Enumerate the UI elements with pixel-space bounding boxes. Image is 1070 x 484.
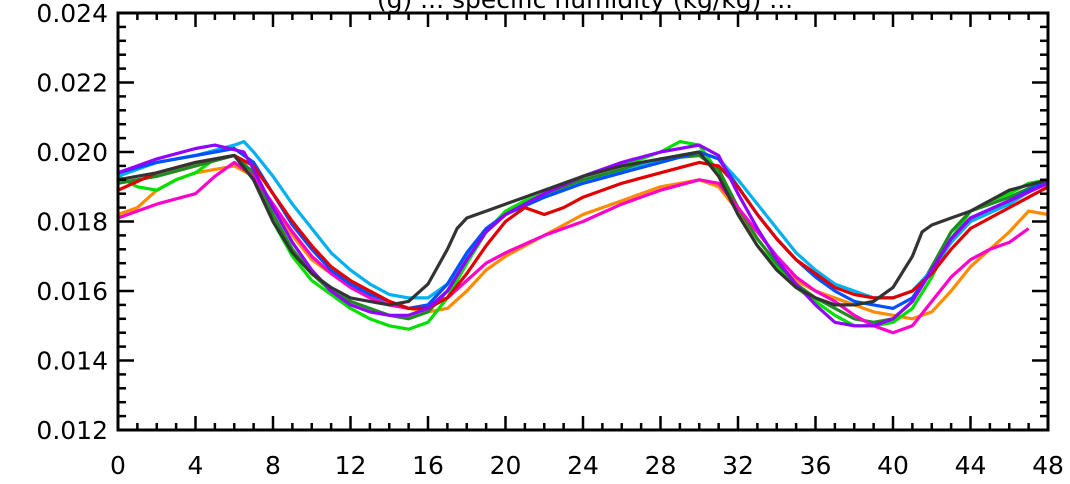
- x-tick-label: 48: [1032, 451, 1064, 480]
- series-line-8: [117, 143, 1049, 328]
- x-tick-label: 20: [490, 451, 522, 480]
- y-tick-label: 0.018: [36, 208, 108, 237]
- plot-frame: [116, 11, 1050, 432]
- chart-title: (g) ... specific humidity (kg/kg) ...: [377, 0, 793, 14]
- y-tick-label: 0.022: [36, 69, 108, 98]
- x-tick-label: 44: [955, 451, 987, 480]
- x-tick-label: 32: [722, 451, 754, 480]
- y-tick-label: 0.024: [36, 0, 108, 28]
- series-line-9: [117, 150, 1049, 307]
- x-tick-label: 12: [335, 451, 367, 480]
- x-tick-label: 8: [265, 451, 281, 480]
- series-line-6: [117, 146, 1049, 310]
- y-tick-label: 0.012: [36, 416, 108, 445]
- x-tick-label: 24: [567, 451, 599, 480]
- y-tick-label: 0.016: [36, 277, 108, 306]
- y-tick-label: 0.014: [36, 347, 108, 376]
- x-tick-label: 28: [645, 451, 677, 480]
- x-tick-label: 0: [110, 451, 126, 480]
- series-line-4: [117, 160, 1030, 335]
- y-tick-label: 0.020: [36, 138, 108, 167]
- x-tick-label: 40: [877, 451, 909, 480]
- x-tick-label: 36: [800, 451, 832, 480]
- axis-layer: 0 4 8 12 16 20 24 28 32 36 40 44 480.0120.0140.0160.…: [36, 0, 1063, 480]
- series-layer: [117, 140, 1049, 335]
- x-tick-label: 16: [412, 451, 444, 480]
- x-tick-label: 4: [188, 451, 204, 480]
